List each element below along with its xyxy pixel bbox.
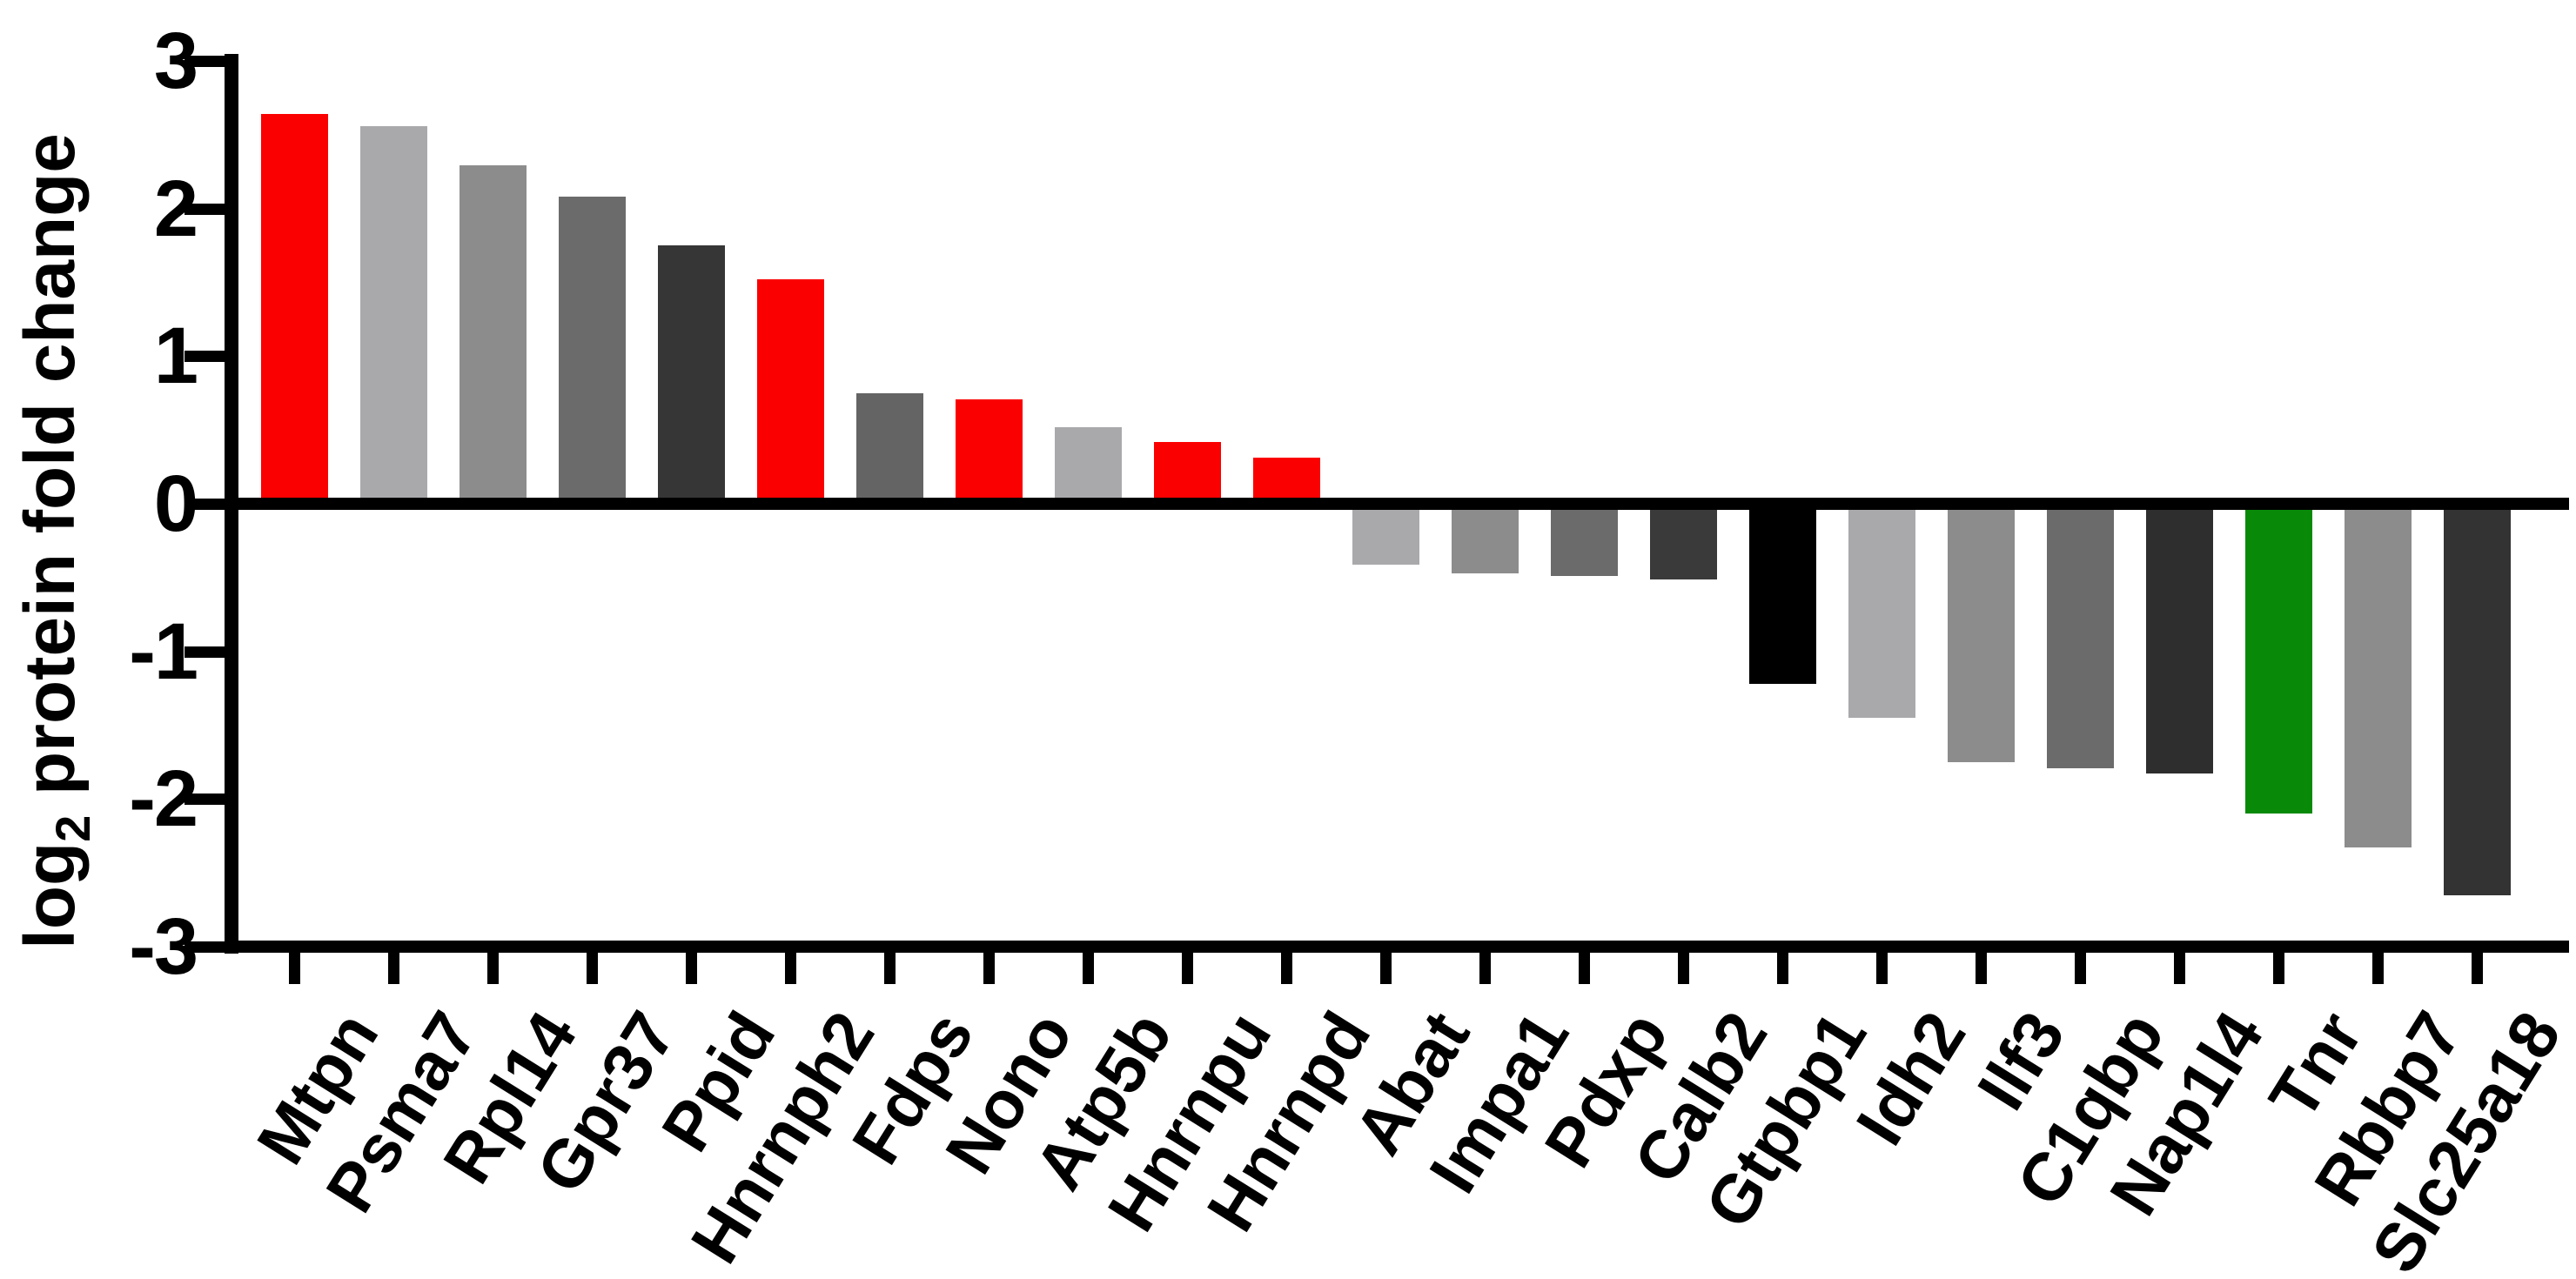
- y-tick-label: -3: [129, 902, 198, 991]
- x-tick-mark: [685, 953, 697, 984]
- x-tick-mark: [1875, 953, 1888, 984]
- x-tick-mark: [387, 953, 399, 984]
- x-axis-spine: [225, 941, 2569, 953]
- bar-rbbp7: [2344, 504, 2412, 848]
- x-tick-mark: [486, 953, 499, 984]
- x-tick-mark: [983, 953, 995, 984]
- y-tick-label: -1: [129, 606, 198, 696]
- bar-gpr37: [558, 197, 626, 504]
- y-tick-mark: [184, 646, 225, 658]
- x-tick-mark: [2173, 953, 2185, 984]
- bar-gtpbp1: [1748, 504, 1816, 684]
- x-tick-mark: [1181, 953, 1193, 984]
- bar-pdxp: [1550, 504, 1618, 577]
- x-tick-mark: [1379, 953, 1392, 984]
- bar-ilf3: [1947, 504, 2015, 762]
- bar-nap1l4: [2145, 504, 2213, 774]
- y-tick-mark: [184, 941, 225, 953]
- y-tick-mark: [184, 203, 225, 215]
- y-tick-label: 1: [153, 311, 198, 401]
- x-tick-mark: [288, 953, 300, 984]
- y-tick-mark: [184, 351, 225, 363]
- x-tick-mark: [1082, 953, 1094, 984]
- y-tick-mark: [184, 794, 225, 806]
- bar-abat: [1352, 504, 1419, 565]
- bar-idh2: [1848, 504, 1915, 719]
- y-tick-label: -2: [129, 754, 198, 844]
- bar-mtpn: [260, 114, 328, 504]
- x-category-label-idh2: Idh2: [1841, 998, 1981, 1158]
- bar-ppid: [657, 245, 725, 504]
- bar-hnrnph2: [756, 279, 824, 504]
- x-tick-mark: [2371, 953, 2384, 984]
- x-tick-mark: [1479, 953, 1491, 984]
- x-tick-mark: [1677, 953, 1689, 984]
- x-tick-mark: [1280, 953, 1292, 984]
- bar-psma7: [359, 125, 427, 504]
- bar-nono: [955, 398, 1023, 504]
- x-tick-mark: [1776, 953, 1788, 984]
- y-tick-mark: [184, 499, 225, 510]
- bar-fdps: [855, 392, 923, 504]
- bar-hnrnpd: [1252, 458, 1320, 504]
- bar-atp5b: [1054, 426, 1122, 504]
- bar-hnrnpu: [1153, 441, 1221, 504]
- x-tick-mark: [586, 953, 598, 984]
- x-tick-mark: [883, 953, 896, 984]
- x-tick-mark: [2272, 953, 2284, 984]
- x-tick-mark: [1578, 953, 1590, 984]
- bar-slc25a18: [2443, 504, 2511, 895]
- y-tick-label: 2: [153, 164, 198, 253]
- x-tick-mark: [784, 953, 796, 984]
- x-tick-mark: [1975, 953, 1987, 984]
- x-tick-mark: [2471, 953, 2483, 984]
- bar-calb2: [1649, 504, 1717, 579]
- y-tick-label: 3: [153, 16, 198, 105]
- bar-rpl14: [459, 165, 527, 504]
- zero-baseline: [225, 498, 2569, 510]
- bar-c1qbp: [2046, 504, 2114, 768]
- x-tick-mark: [2074, 953, 2086, 984]
- y-tick-label: 0: [153, 459, 198, 548]
- bar-tnr: [2244, 504, 2312, 814]
- y-tick-mark: [184, 55, 225, 67]
- bar-impa1: [1451, 504, 1519, 573]
